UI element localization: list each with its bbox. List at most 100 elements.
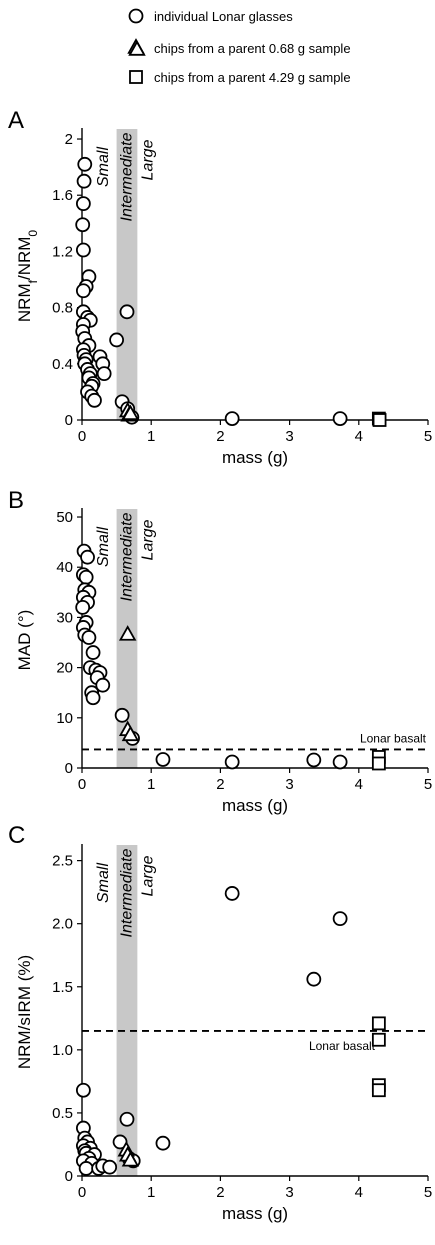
x-tick-label: 1 [147,1184,155,1201]
data-point-square [371,1083,386,1098]
data-point-circle [306,971,322,987]
x-tick-label: 1 [147,776,155,793]
x-tick-label: 0 [78,776,86,793]
region-label-intermediate: Intermediate [119,848,136,937]
data-point-circle [102,1159,118,1175]
data-point-circle [81,630,97,645]
intermediate-band [116,129,138,420]
data-point-circle [332,411,348,426]
panel-C: Small Intermediate Large 0 1 2 3 4 5 0 0.5 1.0 1.5 2.… [8,822,432,1223]
y-tick-label: 20 [56,660,73,677]
x-tick-label: 0 [78,1184,86,1201]
data-point-triangle [118,625,137,641]
data-point-circle [306,752,322,768]
x-tick-label: 4 [355,1184,363,1201]
y-label-sub: 0 [26,230,40,237]
region-label-intermediate: Intermediate [119,132,136,221]
x-tick-label: 5 [424,428,432,445]
x-tick-label: 2 [216,776,224,793]
y-tick-label: 0.8 [52,300,73,317]
y-tick-label: 40 [56,559,73,576]
y-label-part: /NRM [15,237,34,280]
y-tick-label: 0 [65,760,73,777]
data-point-circle [224,411,240,426]
legend-item: chips from a parent 4.29 g sample [129,70,351,85]
legend-label: chips from a parent 0.68 g sample [154,41,351,56]
data-point-triangle [121,1151,140,1167]
data-point-circle [78,1161,94,1176]
data-point-triangle [121,404,140,421]
data-point-circle [332,911,348,927]
reference-line-label: Lonar basalt [360,731,427,745]
x-tick-label: 3 [285,776,293,793]
y-tick-label: 1.5 [52,979,73,996]
y-tick-label: 10 [56,710,73,727]
y-label-part: NRM [15,283,34,322]
region-label-small: Small [95,527,112,567]
region-label-intermediate: Intermediate [119,512,136,601]
x-tick-label: 1 [147,428,155,445]
y-tick-label: 2.5 [52,853,73,870]
x-tick-label: 0 [78,428,86,445]
region-label-small: Small [95,147,112,187]
x-tick-label: 4 [355,776,363,793]
data-point-circle [75,242,91,258]
data-point-triangle [121,725,140,742]
legend-item: individual Lonar glasses [128,8,293,24]
y-tick-label: 2.0 [52,916,73,933]
x-tick-label: 3 [285,1184,293,1201]
data-point-circle [75,283,91,299]
x-tick-label: 2 [216,1184,224,1201]
data-point-circle [224,754,240,770]
data-point-circle [155,752,171,767]
data-point-circle [87,392,102,408]
intermediate-band [116,845,138,1176]
legend: individual Lonar glasses chips from a par… [127,8,351,85]
data-point-circle [114,707,130,723]
legend-item: chips from a parent 0.68 g sample [127,38,351,56]
data-point-circle [224,886,240,901]
data-point-circle [85,690,101,706]
x-tick-label: 3 [285,428,293,445]
legend-marker-square [129,70,143,84]
x-tick-label: 2 [216,428,224,445]
data-point-circle [155,1135,171,1151]
panel-letter: C [8,822,25,849]
panel-A: Small Intermediate Large 0 1 2 3 4 5 0 0.4 0.8 1.2 1.… [8,107,432,467]
data-point-circle [96,366,112,382]
data-point-circle [75,196,91,212]
data-point-circle [75,599,91,615]
y-tick-label: 30 [56,609,73,626]
y-tick-label: 1.6 [52,187,73,204]
data-point-circle [109,332,124,348]
y-axis-label: NRMf/NRM0 [15,230,40,323]
data-point-circle [119,1111,135,1127]
legend-marker-circle [128,8,144,24]
data-point-circle [332,754,348,770]
panel-letter: B [8,487,24,514]
legend-marker-triangle-2 [128,40,146,56]
region-label-small: Small [95,863,112,903]
data-point-circle [78,569,94,585]
reference-line-label: Lonar basalt [309,1039,376,1053]
y-axis-label: MAD (°) [15,610,34,671]
x-axis-label: mass (g) [222,1204,288,1223]
data-point-square [372,413,387,427]
y-tick-label: 2 [65,131,73,148]
y-tick-label: 0 [65,412,73,429]
y-tick-label: 0 [65,1168,73,1185]
data-point-square [371,756,386,771]
x-tick-label: 5 [424,1184,432,1201]
region-label-large: Large [139,519,156,560]
x-tick-label: 5 [424,776,432,793]
x-tick-label: 4 [355,428,363,445]
data-point-square [371,1032,386,1047]
region-label-large: Large [139,855,156,896]
y-tick-label: 0.5 [52,1105,73,1122]
y-tick-label: 1.0 [52,1042,73,1059]
data-point-circle [76,173,92,189]
panel-letter: A [8,107,24,134]
data-point-circle [75,1082,91,1098]
